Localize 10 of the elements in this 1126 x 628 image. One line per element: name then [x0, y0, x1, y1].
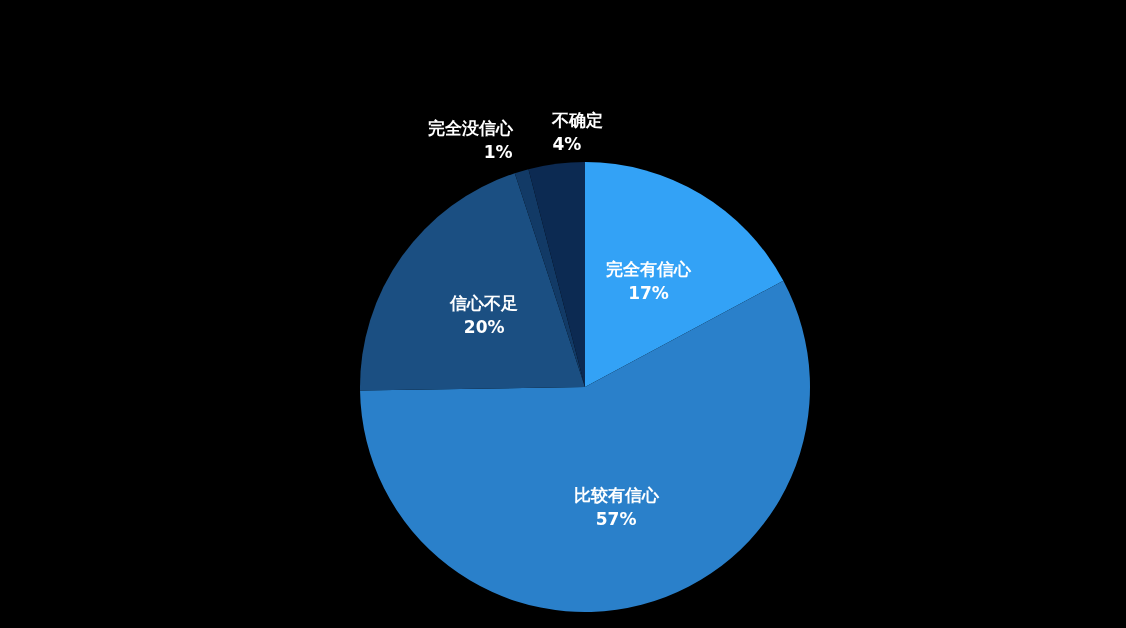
data-label: 1% [483, 142, 513, 163]
slice-label: 不确定 [551, 110, 604, 131]
slice-label: 信心不足 [449, 293, 519, 314]
data-label: 4% [552, 134, 582, 155]
data-label: 17% [628, 282, 669, 303]
slice-label: 完全有信心 [606, 258, 693, 279]
data-label: 57% [595, 508, 637, 529]
data-label: 20% [463, 317, 505, 338]
slice-label: 完全没信心 [427, 118, 514, 139]
slice-label: 比较有信心 [573, 484, 660, 505]
